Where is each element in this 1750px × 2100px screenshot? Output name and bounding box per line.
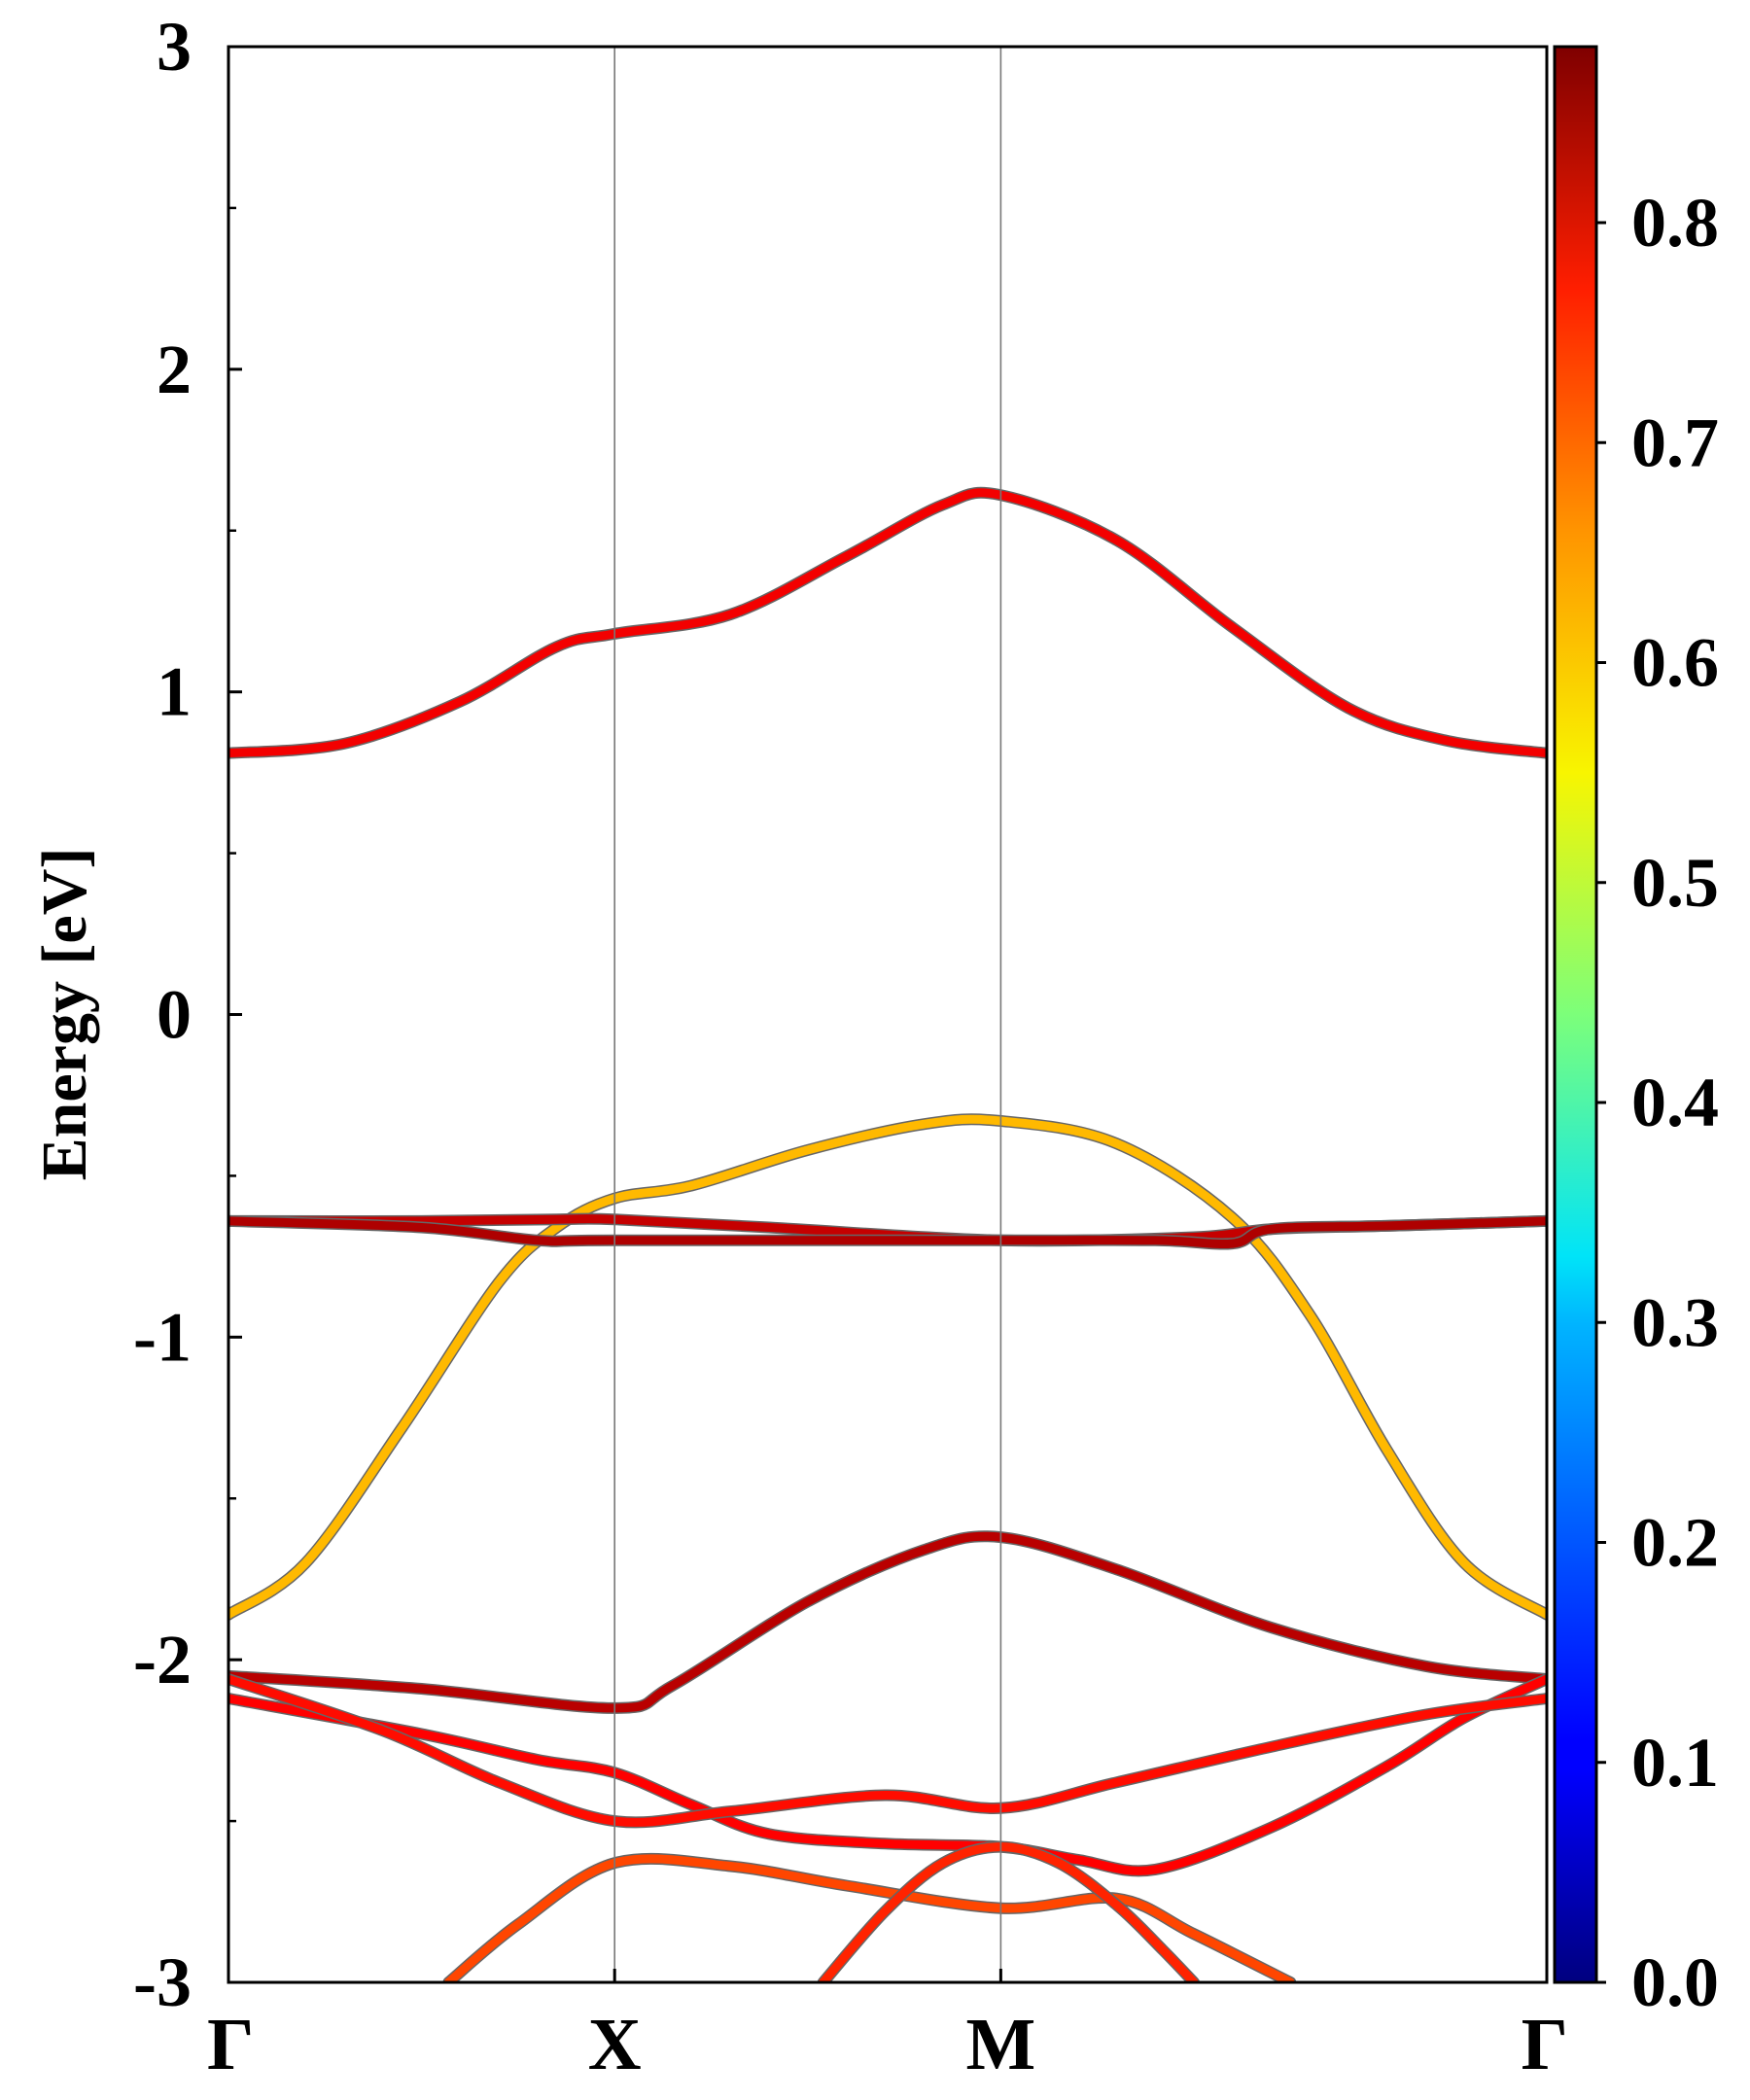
colorbar-tick-label: 0.3 [1631,1283,1719,1361]
band-outline [229,1113,1546,1621]
band-6 [229,1673,1546,1877]
colorbar-tick-label: 0.1 [1631,1724,1719,1802]
colorbar: 0.0 0.1 0.2 0.3 0.4 0.5 0.6 0.7 0.8 [1553,45,1719,2021]
colorbar-tick-label: 0.6 [1631,624,1719,702]
k-point-gridlines [613,47,1002,1982]
x-tick-label: X [588,2004,642,2085]
x-tick-label: Γ [207,2004,254,2085]
colorbar-gradient [1553,45,1598,1984]
y-axis-ticks: -3 -2 -1 0 1 2 3 [133,8,242,2021]
y-tick-label: -3 [133,1943,192,2021]
band-7 [229,1673,1546,1829]
colorbar-tick-label: 0.2 [1631,1504,1719,1582]
colorbar-tick-label: 0.5 [1631,844,1719,922]
colorbar-tick-label: 0.8 [1631,184,1719,262]
y-axis-label: Energy [eV] [29,848,100,1181]
band-9 [817,1840,1200,1981]
band-line [229,1674,1546,1827]
band-line [229,1531,1546,1713]
colorbar-tick-label: 0.0 [1631,1943,1719,2021]
band-4 [229,1214,1546,1250]
band-5 [229,1530,1546,1714]
band-2 [229,1113,1546,1621]
colorbar-ticks: 0.0 0.1 0.2 0.3 0.4 0.5 0.6 0.7 0.8 [1596,184,1719,2021]
band-line [229,488,1546,758]
y-tick-label: -2 [133,1621,192,1698]
colorbar-tick-label: 0.7 [1631,403,1719,481]
band-line [819,1842,1199,1981]
x-tick-label: M [966,2004,1036,2085]
band-lines [229,486,1546,1981]
band-8 [442,1852,1297,1981]
x-tick-label: Γ [1522,2004,1568,2085]
band-line [229,1674,1546,1875]
band-1 [229,486,1546,759]
y-tick-label: -1 [133,1298,192,1376]
band-line [229,1216,1546,1249]
band-line [444,1854,1295,1981]
y-tick-label: 1 [157,653,192,731]
y-tick-label: 0 [157,976,192,1054]
band-line [229,1114,1546,1620]
y-tick-label: 3 [157,8,192,86]
colorbar-tick-label: 0.4 [1631,1064,1719,1141]
y-tick-label: 2 [157,331,192,408]
